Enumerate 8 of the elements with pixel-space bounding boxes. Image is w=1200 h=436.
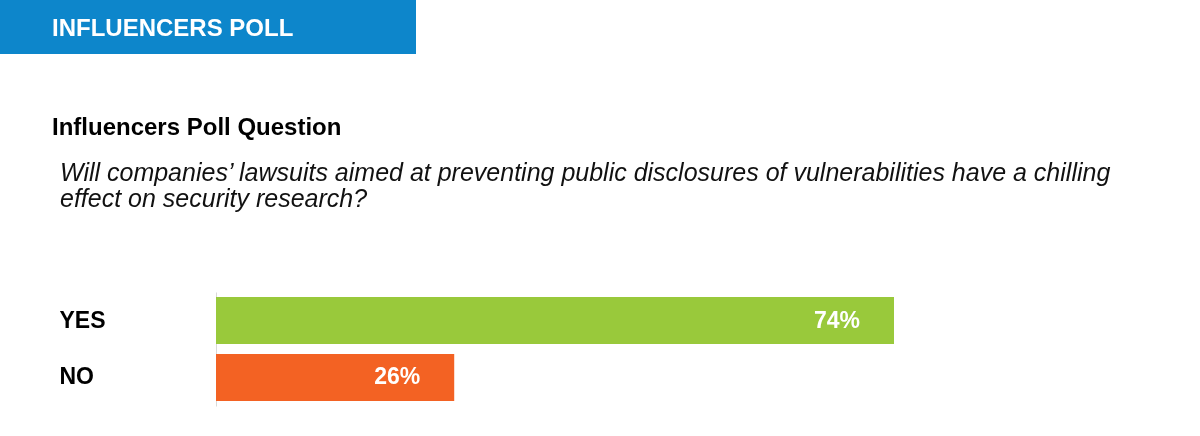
data-label: 26% [374, 363, 421, 390]
chart-title: INFLUENCERS POLL [52, 14, 294, 41]
y-tick-label: NO [59, 363, 94, 390]
title-banner: INFLUENCERS POLL [0, 0, 416, 54]
data-label: 74% [813, 306, 860, 333]
chart-subtitle: Influencers Poll Question [52, 113, 342, 140]
y-tick-label: YES [59, 306, 106, 333]
text: Will companies’ lawsuits aimed at preventing public disclosures of vulnerabilities have a chilling effect on security research? [60, 158, 1112, 212]
